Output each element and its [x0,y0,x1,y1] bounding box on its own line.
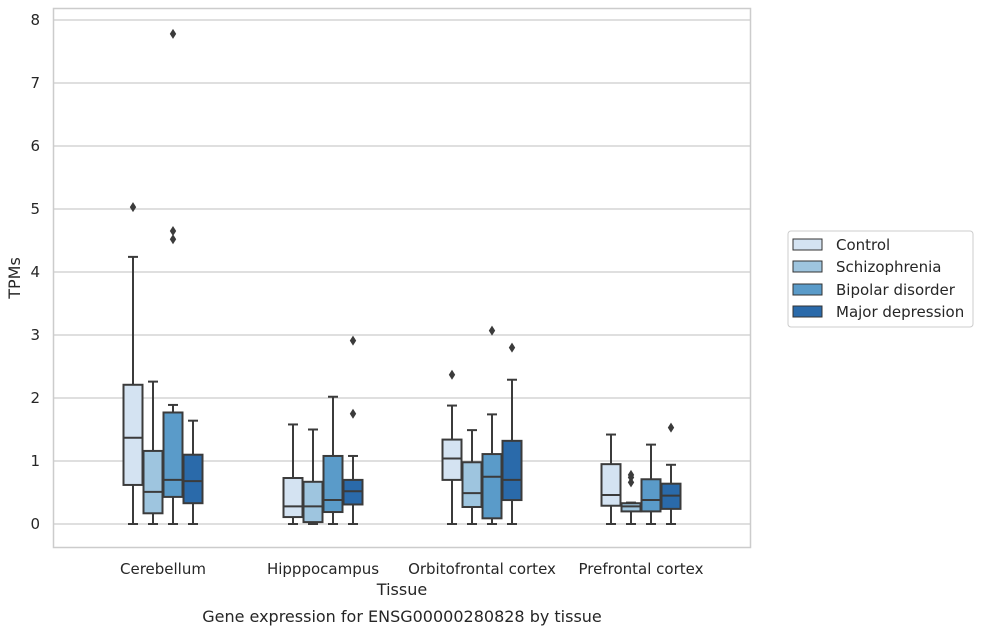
box-schizophrenia-hipppocampus-iqr [302,480,324,524]
box-schizophrenia-prefrontal-cortex-outlier-2 [627,469,635,480]
box-major-depression-orbitofrontal-cortex-outlier-0 [508,342,516,353]
box-major-depression-hipppocampus [342,335,364,525]
box-major-depression-hipppocampus-outlier-0 [349,408,357,419]
y-tick-label-3: 3 [30,326,40,344]
box-major-depression-hipppocampus-outlier-1 [349,335,357,346]
x-tick-labels: Cerebellum Hipppocampus Orbitofrontal cort… [120,560,704,578]
box-control-cerebellum-iqr [122,383,144,486]
box-bipolar-disorder-cerebellum-iqr [162,411,184,498]
box-bipolar-disorder-hipppocampus-iqr [322,454,344,514]
box-bipolar-disorder-prefrontal-cortex [640,443,662,525]
legend-swatch-control [792,238,823,251]
box-control-hipppocampus-iqr [282,477,304,519]
y-tick-label-1: 1 [30,452,40,470]
box-control-orbitofrontal-cortex-outlier-0 [448,369,456,380]
plot-frame [52,7,752,549]
box-control-prefrontal-cortex [600,433,622,525]
x-tick-label-cerebellum: Cerebellum [120,560,206,578]
y-tick-label-7: 7 [30,74,40,92]
y-axis-label: TPMs [5,257,24,300]
box-bipolar-disorder-orbitofrontal-cortex-iqr [481,453,503,520]
box-major-depression-orbitofrontal-cortex [501,342,523,525]
box-bipolar-disorder-cerebellum-outlier-2 [169,28,177,39]
y-tick-label-6: 6 [30,137,40,155]
box-major-depression-prefrontal-cortex [660,422,682,525]
grid-lines [54,19,750,525]
box-control-cerebellum-outlier-0 [129,202,137,213]
legend: Control Schizophrenia Bipolar disorder M… [787,230,974,328]
legend-frame [787,230,974,328]
box-schizophrenia-prefrontal-cortex [620,469,642,525]
box-control-hipppocampus [282,423,304,525]
box-schizophrenia-hipppocampus [302,428,324,525]
box-schizophrenia-cerebellum-iqr [142,449,164,515]
legend-label-control: Control [836,236,890,254]
box-bipolar-disorder-prefrontal-cortex-iqr [640,478,662,513]
box-bipolar-disorder-cerebellum [162,28,184,525]
legend-swatch-bipolar-disorder [792,283,823,296]
y-tick-label-4: 4 [30,263,40,281]
box-schizophrenia-cerebellum [142,380,164,525]
x-axis-label: Tissue [376,580,427,599]
box-major-depression-orbitofrontal-cortex-iqr [501,439,523,502]
legend-swatch-schizophrenia [792,260,823,273]
box-control-orbitofrontal-cortex-iqr [441,438,463,481]
chart-title: Gene expression for ENSG00000280828 by t… [202,607,602,626]
box-major-depression-cerebellum-iqr [182,453,204,505]
y-tick-label-5: 5 [30,200,40,218]
box-schizophrenia-orbitofrontal-cortex [461,429,483,525]
y-tick-label-2: 2 [30,389,40,407]
x-tick-label-orbitofrontal-cortex: Orbitofrontal cortex [408,560,556,578]
box-control-cerebellum [122,202,144,525]
legend-label-bipolar-disorder: Bipolar disorder [836,281,956,299]
box-control-prefrontal-cortex-iqr [600,463,622,507]
box-control-orbitofrontal-cortex [441,369,463,525]
box-bipolar-disorder-cerebellum-outlier-1 [169,226,177,237]
box-major-depression-cerebellum [182,419,204,525]
legend-swatch-major-depression [792,305,823,318]
box-plot-marks [122,28,682,525]
y-tick-label-8: 8 [30,11,40,29]
legend-label-major-depression: Major depression [836,303,964,321]
y-tick-labels: 0 1 2 3 4 5 6 7 8 [30,11,40,533]
box-schizophrenia-prefrontal-cortex-outlier-0 [627,477,635,488]
box-schizophrenia-orbitofrontal-cortex-iqr [461,461,483,508]
box-bipolar-disorder-cerebellum-outlier-0 [169,234,177,245]
y-tick-label-0: 0 [30,515,40,533]
box-bipolar-disorder-orbitofrontal-cortex [481,325,503,525]
box-bipolar-disorder-orbitofrontal-cortex-outlier-0 [488,325,496,336]
x-tick-label-prefrontal-cortex: Prefrontal cortex [579,560,704,578]
box-bipolar-disorder-hipppocampus [322,395,344,525]
legend-label-schizophrenia: Schizophrenia [836,258,941,276]
box-major-depression-prefrontal-cortex-outlier-0 [667,422,675,433]
x-tick-label-hipppocampus: Hipppocampus [267,560,379,578]
